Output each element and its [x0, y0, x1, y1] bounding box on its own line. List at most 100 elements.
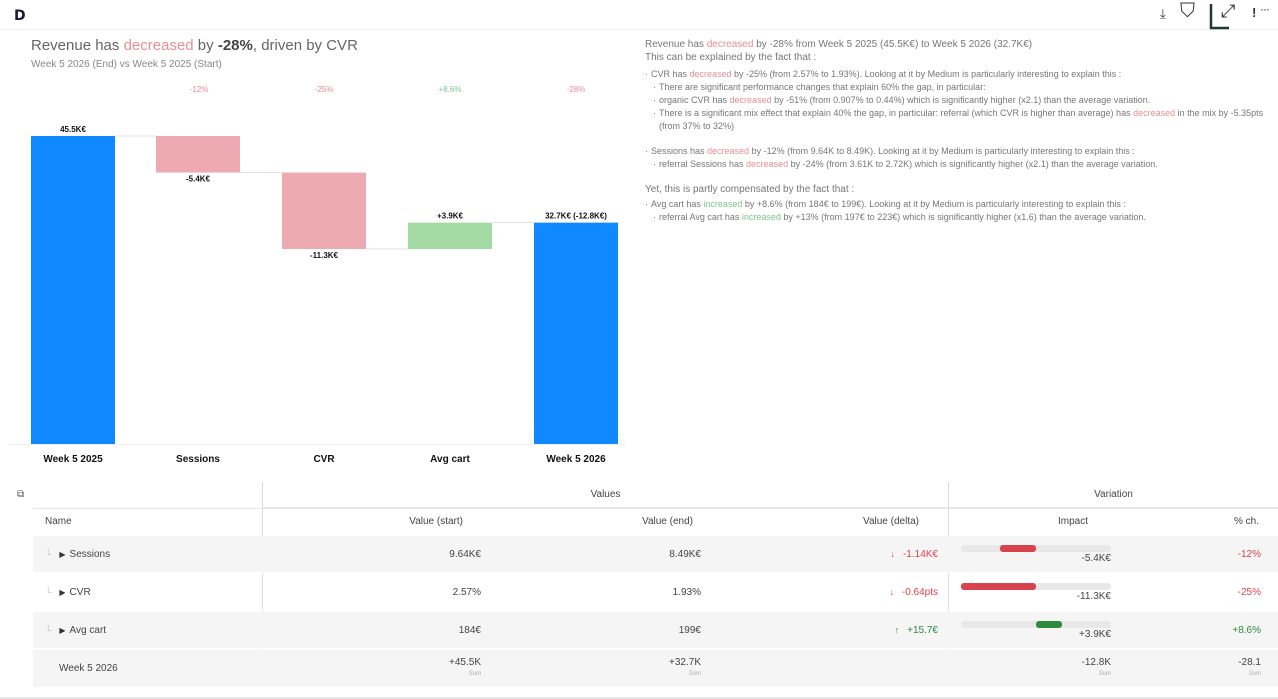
bar-sessions[interactable]: [156, 136, 240, 173]
bar-week-5-2026[interactable]: [534, 222, 618, 444]
header-value-start[interactable]: Value (start): [409, 516, 463, 527]
percent-change-label: -28%: [566, 85, 586, 94]
column-divider: [948, 482, 949, 687]
explanation-sessions-1: referral Sessions has decreased by -24% …: [645, 158, 1265, 171]
top-bar: D ⤓ ⛉ ⤢ ! ···: [0, 0, 1278, 30]
delta-arrow-icon: ↓: [889, 587, 894, 597]
header-pct-change[interactable]: % ch.: [1233, 516, 1259, 527]
explanation-sub: This can be explained by the fact that :: [645, 52, 817, 63]
bar-cvr[interactable]: [282, 172, 366, 250]
bottom-divider: [0, 697, 1278, 699]
bar-value-label: 32.7K€ (-12.8K€): [545, 212, 607, 221]
cell-value-end: 1.93%: [672, 587, 701, 598]
percent-change-label: +8.6%: [438, 85, 462, 94]
headline-value: -28%: [217, 37, 253, 54]
cell-value-start: 2.57%: [452, 587, 481, 598]
percent-change-label: -12%: [189, 85, 209, 94]
header-name[interactable]: Name: [45, 516, 72, 527]
sum-label: Sum: [1248, 671, 1261, 677]
sum-label: Sum: [1098, 671, 1111, 677]
delta-value: -0.64pts: [901, 587, 938, 598]
explanation-yet: Yet, this is partly compensated by the f…: [645, 184, 855, 195]
headline-verb: decreased: [123, 37, 194, 54]
waterfall-chart: 45.5K€ Week 5 2025 -5.4K€ Sessions -11.3K€ CV…: [10, 125, 625, 465]
row-name[interactable]: └ ▶ Sessions: [45, 536, 110, 573]
tree-connector-icon: └: [45, 625, 52, 635]
bar-value-label: 45.5K€: [60, 125, 86, 134]
explanation-panel: Revenue has decreased by -28% from Week …: [645, 38, 1265, 224]
explanation-title: Revenue has decreased by -28% from Week …: [645, 39, 1033, 50]
cell-pct-change: -12%: [1237, 549, 1261, 560]
row-name[interactable]: └ ▶ Avg cart: [45, 612, 106, 649]
row-name-label: CVR: [69, 587, 91, 598]
explanation-avgcart-1: referral Avg cart has increased by +13% …: [645, 211, 1265, 224]
header-value-end[interactable]: Value (end): [642, 516, 693, 527]
cell-value-delta: ↓ -1.14K€: [723, 536, 938, 573]
filter-icon[interactable]: ⛉: [1180, 0, 1195, 22]
tree-connector-icon: └: [45, 549, 52, 559]
headline-mid: by: [193, 37, 218, 54]
group-header-values: Values: [263, 482, 948, 508]
cell-value-end: 199€: [678, 625, 701, 636]
delta-arrow-icon: ↑: [894, 625, 900, 635]
expand-icon[interactable]: ⤢: [1221, 1, 1236, 21]
impact-bar-fill: [961, 583, 1036, 590]
impact-value: +3.9K€: [1079, 629, 1111, 640]
sum-label: Sum: [688, 671, 701, 677]
more-options-icon[interactable]: ···: [1260, 2, 1270, 16]
category-label: Week 5 2026: [546, 454, 606, 465]
bar-avg-cart[interactable]: [408, 222, 492, 250]
category-label: Avg cart: [430, 454, 470, 465]
table-row[interactable]: └ ▶ CVR 2.57% 1.93% ↓ -0.64pts -11.3K€ -25%: [33, 574, 1278, 611]
explanation-sessions: Sessions has decreased by -12% (from 9.6…: [645, 145, 1265, 158]
cell-value-start: 184€: [458, 625, 481, 636]
expand-caret-icon[interactable]: ▶: [59, 550, 66, 559]
explanation-cvr-3: There is a significant mix effect that e…: [645, 107, 1265, 133]
tree-connector-icon: └: [45, 587, 52, 597]
column-divider: [262, 482, 263, 687]
explanation-avgcart: Avg cart has increased by +8.6% (from 18…: [645, 198, 1265, 211]
row-name-label: Sessions: [69, 549, 111, 560]
total-value-end: +32.7K: [669, 657, 701, 668]
total-name: Week 5 2026: [59, 663, 118, 674]
bar-value-label: -11.3K€: [310, 251, 339, 260]
explanation-cvr-2: organic CVR has decreased by -51% (from …: [645, 94, 1265, 107]
total-impact: -12.8K: [1081, 657, 1111, 668]
total-pct: -28.1: [1238, 657, 1261, 668]
impact-value: -11.3K€: [1076, 591, 1111, 602]
impact-bar-track: [961, 545, 1111, 552]
percent-change-label: -25%: [314, 85, 334, 94]
table-row[interactable]: └ ▶ Sessions 9.64K€ 8.49K€ ↓ -1.14K€ -5.4K€ -12%: [33, 536, 1278, 573]
impact-value: -5.4K€: [1081, 553, 1111, 564]
subheadline: Week 5 2026 (End) vs Week 5 2025 (Start): [31, 59, 222, 70]
impact-bar-fill: [1000, 545, 1036, 552]
category-label: Week 5 2025: [43, 454, 103, 465]
expand-caret-icon[interactable]: ▶: [59, 626, 66, 635]
focus-mode-icon[interactable]: [1209, 2, 1231, 30]
headline-prefix: Revenue has: [31, 37, 124, 54]
delta-value: +15.7€: [907, 625, 938, 636]
cell-value-start: 9.64K€: [449, 549, 481, 560]
copy-icon[interactable]: ⧉: [17, 489, 25, 500]
bar-value-label: +3.9K€: [437, 212, 464, 221]
impact-bar-track: [961, 583, 1111, 590]
total-value-start: +45.5K: [449, 657, 481, 668]
sum-label: Sum: [468, 671, 481, 677]
cell-value-delta: ↑ +15.7€: [723, 612, 938, 649]
headline: Revenue has decreased by -28%, driven by…: [31, 37, 358, 54]
delta-arrow-icon: ↓: [890, 549, 895, 559]
bar-week-5-2025[interactable]: [31, 136, 115, 444]
explanation-cvr-1: There are significant performance change…: [645, 81, 1265, 94]
category-label: Sessions: [176, 454, 220, 465]
category-label: CVR: [313, 454, 335, 465]
header-impact[interactable]: Impact: [1057, 516, 1088, 527]
table-total-row: Week 5 2026 +45.5K Sum +32.7K Sum -12.8K Sum -2…: [33, 650, 1278, 688]
table-row[interactable]: └ ▶ Avg cart 184€ 199€ ↑ +15.7€ +3.9K€ +8.6%: [33, 612, 1278, 649]
row-name[interactable]: └ ▶ CVR: [45, 574, 91, 611]
impact-bar-fill: [1036, 621, 1062, 628]
cell-pct-change: +8.6%: [1232, 625, 1261, 636]
download-icon[interactable]: ⤓: [1160, 6, 1166, 21]
alert-icon[interactable]: !: [1252, 5, 1257, 20]
expand-caret-icon[interactable]: ▶: [59, 588, 66, 597]
header-value-delta[interactable]: Value (delta): [863, 516, 919, 527]
